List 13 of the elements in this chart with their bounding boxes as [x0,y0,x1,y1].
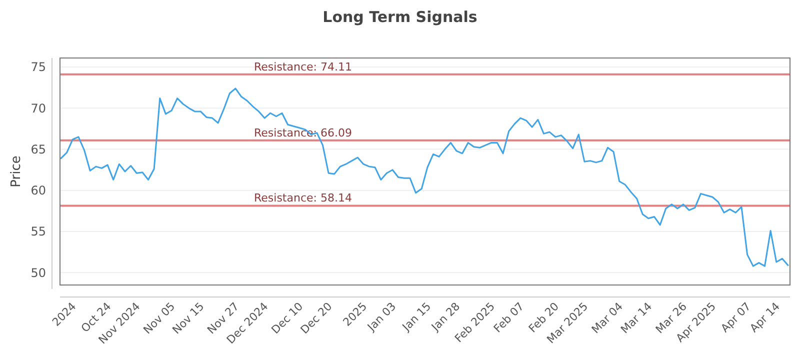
ref-line-label: Resistance: 58.14 [254,192,352,205]
ref-line-label: Resistance: 66.09 [254,126,352,140]
y-axis-title: Price [9,156,24,188]
line-series [60,88,789,267]
x-tick-label: Apr 14 [747,300,782,335]
ref-line-label: Resistance: 74.11 [254,60,352,74]
chart-title: Long Term Signals [322,8,478,26]
y-tick-label: 70 [30,101,46,116]
y-tick-label: 75 [30,60,46,74]
y-tick-label: 65 [30,142,46,156]
y-tick-label: 55 [30,224,46,239]
y-tick-label: 50 [30,266,46,280]
y-tick-label: 60 [30,184,46,198]
